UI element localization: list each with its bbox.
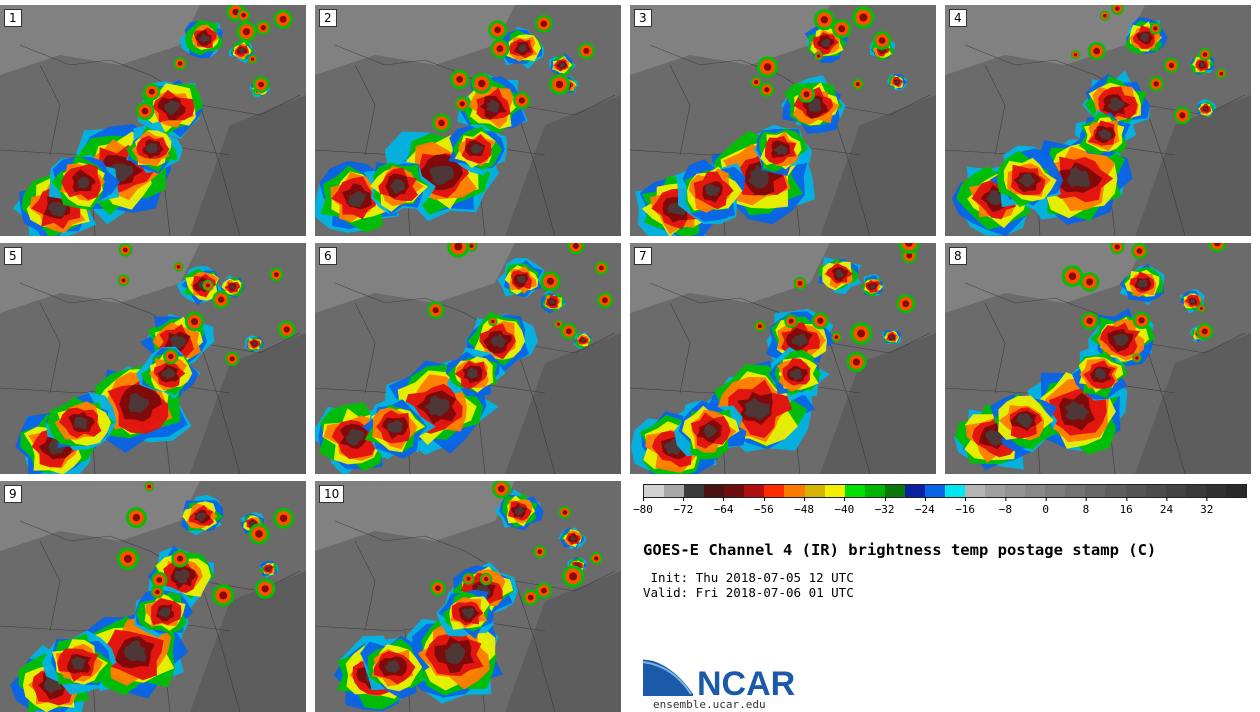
colorbar-swatch bbox=[764, 485, 785, 497]
init-time: Init: Thu 2018-07-05 12 UTC bbox=[643, 570, 854, 585]
panel-label: 7 bbox=[634, 247, 652, 265]
logo-url: ensemble.ucar.edu bbox=[653, 698, 766, 711]
satellite-panel-10: 10 bbox=[315, 481, 621, 712]
colorbar-tick-label: −32 bbox=[875, 497, 895, 516]
panel-label: 9 bbox=[4, 485, 22, 503]
colorbar-swatch bbox=[1205, 485, 1226, 497]
colorbar bbox=[643, 484, 1247, 498]
colorbar-tick-label: −56 bbox=[754, 497, 774, 516]
panel-label: 8 bbox=[949, 247, 967, 265]
satellite-panel-9: 9 bbox=[0, 481, 306, 712]
colorbar-swatch bbox=[985, 485, 1006, 497]
satellite-panel-1: 1 bbox=[0, 5, 306, 236]
panel-label: 3 bbox=[634, 9, 652, 27]
colorbar-swatch bbox=[1225, 485, 1246, 497]
satellite-panel-5: 5 bbox=[0, 243, 306, 474]
panel-label: 4 bbox=[949, 9, 967, 27]
colorbar-swatch bbox=[864, 485, 885, 497]
ncar-logo: NCAR bbox=[643, 656, 795, 700]
colorbar-swatch bbox=[1005, 485, 1026, 497]
colorbar-swatch bbox=[1145, 485, 1166, 497]
colorbar-swatch bbox=[884, 485, 905, 497]
colorbar-tick-label: 24 bbox=[1160, 497, 1173, 516]
colorbar-tick-label: −72 bbox=[673, 497, 693, 516]
colorbar-tick-label: 32 bbox=[1200, 497, 1213, 516]
colorbar-swatch bbox=[664, 485, 685, 497]
colorbar-tick-label: 0 bbox=[1042, 497, 1049, 516]
colorbar-swatch bbox=[1045, 485, 1066, 497]
satellite-panel-7: 7 bbox=[630, 243, 936, 474]
colorbar-tick-label: −40 bbox=[834, 497, 854, 516]
colorbar-swatch bbox=[944, 485, 965, 497]
colorbar-swatch bbox=[924, 485, 945, 497]
panel-label: 1 bbox=[4, 9, 22, 27]
colorbar-swatch bbox=[724, 485, 745, 497]
colorbar-swatch bbox=[1185, 485, 1206, 497]
colorbar-swatch bbox=[844, 485, 865, 497]
colorbar-tick-label: −24 bbox=[915, 497, 935, 516]
colorbar-swatch bbox=[1085, 485, 1106, 497]
satellite-panel-3: 3 bbox=[630, 5, 936, 236]
colorbar-swatch bbox=[684, 485, 705, 497]
chart-title: GOES-E Channel 4 (IR) brightness temp po… bbox=[643, 541, 1157, 559]
colorbar-swatch bbox=[1025, 485, 1046, 497]
colorbar-swatch bbox=[804, 485, 825, 497]
colorbar-tick-label: −80 bbox=[633, 497, 653, 516]
satellite-panel-4: 4 bbox=[945, 5, 1251, 236]
colorbar-swatch bbox=[904, 485, 925, 497]
valid-time: Valid: Fri 2018-07-06 01 UTC bbox=[643, 585, 854, 600]
logo-text: NCAR bbox=[697, 665, 795, 700]
colorbar-tick-label: −64 bbox=[714, 497, 733, 516]
colorbar-tick-label: −48 bbox=[794, 497, 814, 516]
satellite-panel-6: 6 bbox=[315, 243, 621, 474]
colorbar-swatch bbox=[965, 485, 986, 497]
colorbar-swatch bbox=[1105, 485, 1126, 497]
colorbar-swatch bbox=[1125, 485, 1146, 497]
colorbar-tick-label: −16 bbox=[955, 497, 975, 516]
satellite-panel-2: 2 bbox=[315, 5, 621, 236]
colorbar-swatch bbox=[644, 485, 665, 497]
colorbar-tick-label: 16 bbox=[1120, 497, 1133, 516]
panel-label: 10 bbox=[319, 485, 345, 503]
colorbar-tick-label: 8 bbox=[1083, 497, 1089, 516]
colorbar-tick-label: −8 bbox=[999, 497, 1012, 516]
colorbar-swatch bbox=[1165, 485, 1186, 497]
panel-label: 2 bbox=[319, 9, 337, 27]
colorbar-ticks: −80 −72 −64 −56 −48 −40 −32 −24 −16 −8 0 8 16 24 32 bbox=[633, 497, 1247, 519]
colorbar-swatch bbox=[704, 485, 725, 497]
colorbar-swatch bbox=[824, 485, 845, 497]
panel-label: 6 bbox=[319, 247, 337, 265]
satellite-panel-8: 8 bbox=[945, 243, 1251, 474]
colorbar-swatch bbox=[744, 485, 765, 497]
panel-label: 5 bbox=[4, 247, 22, 265]
colorbar-swatch bbox=[784, 485, 805, 497]
colorbar-swatch bbox=[1065, 485, 1086, 497]
